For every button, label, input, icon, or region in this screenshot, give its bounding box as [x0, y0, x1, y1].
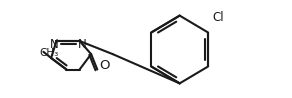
Text: N: N: [77, 38, 86, 51]
Text: N: N: [50, 38, 58, 51]
Text: CH₃: CH₃: [39, 48, 59, 58]
Text: O: O: [99, 59, 109, 72]
Text: Cl: Cl: [213, 11, 225, 24]
